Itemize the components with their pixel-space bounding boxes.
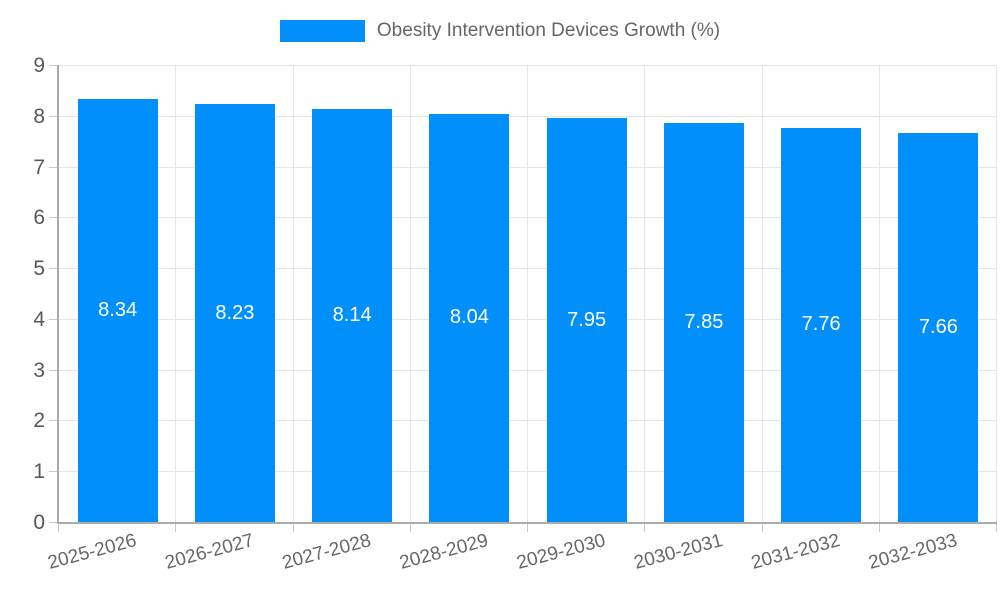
gridline-vertical — [175, 65, 177, 522]
y-axis-tick-label: 9 — [33, 54, 45, 77]
gridline-horizontal — [59, 471, 997, 473]
gridline-vertical — [878, 65, 880, 522]
y-axis-tick-label: 1 — [33, 460, 45, 484]
bar-2030-2031[interactable]: 7.85 — [663, 123, 744, 522]
gridline-vertical — [996, 65, 997, 522]
y-axis-tick — [49, 115, 57, 117]
bar-value-label: 8.04 — [449, 306, 489, 329]
bar-value-label: 7.66 — [918, 316, 958, 339]
bar-value-label: 7.95 — [567, 308, 607, 331]
y-axis-tick — [49, 522, 57, 523]
gridline-horizontal — [59, 268, 997, 270]
y-axis-tick — [49, 166, 57, 168]
bar-value-label: 8.23 — [215, 301, 255, 324]
x-axis-tick — [644, 524, 646, 532]
gridline-vertical — [527, 65, 528, 522]
y-axis-tick — [49, 268, 57, 270]
x-axis-tick — [761, 524, 763, 532]
plot-area: 8.34 8.23 8.14 8.04 7.95 7.85 7.76 7.66 — [49, 65, 997, 532]
y-axis-tick — [49, 420, 57, 422]
y-axis-tick-label: 3 — [33, 358, 45, 382]
y-axis-tick — [49, 369, 57, 371]
x-axis-tick — [175, 524, 177, 532]
bar-value-label: 8.14 — [332, 303, 372, 326]
gridline-vertical — [644, 65, 646, 522]
gridline-horizontal — [59, 65, 997, 66]
y-axis-tick — [49, 318, 57, 320]
bar-2028-2029[interactable]: 8.04 — [429, 113, 510, 522]
x-axis-tick — [409, 524, 411, 532]
y-axis-tick — [49, 471, 57, 473]
x-axis-tick — [996, 524, 997, 532]
bar-2031-2032[interactable]: 7.76 — [781, 127, 862, 522]
x-axis-tick — [878, 524, 880, 532]
bar-value-label: 7.85 — [684, 311, 724, 334]
legend[interactable]: Obesity Intervention Devices Growth (%) — [0, 20, 1000, 42]
gridline-horizontal — [59, 115, 997, 117]
bar-value-label: 7.76 — [801, 313, 841, 336]
bar-2026-2027[interactable]: 8.23 — [194, 104, 275, 522]
x-axis-tick — [292, 524, 294, 532]
y-axis-tick-label: 0 — [33, 511, 45, 534]
gridline-vertical — [292, 65, 294, 522]
gridline-vertical — [761, 65, 763, 522]
y-axis-tick-label: 8 — [33, 104, 45, 128]
bar-2025-2026[interactable]: 8.34 — [77, 98, 158, 522]
bar-2027-2028[interactable]: 8.14 — [312, 108, 393, 522]
bar-2029-2030[interactable]: 7.95 — [546, 118, 627, 522]
y-axis-tick — [49, 217, 57, 219]
x-axis-tick — [58, 524, 59, 532]
gridline-horizontal — [59, 318, 997, 320]
y-axis-tick-label: 5 — [33, 257, 45, 281]
legend-swatch — [279, 20, 365, 42]
y-axis-tick-label: 7 — [33, 155, 45, 179]
bar-2032-2033[interactable]: 7.66 — [898, 133, 979, 522]
gridline-horizontal — [59, 217, 997, 219]
gridline-horizontal — [59, 420, 997, 422]
y-axis-tick-label: 6 — [33, 206, 45, 230]
bar-value-label: 8.34 — [98, 298, 138, 321]
x-axis-tick — [527, 524, 528, 532]
gridline-vertical — [409, 65, 411, 522]
y-axis-tick-label: 2 — [33, 409, 45, 433]
gridline-horizontal — [59, 166, 997, 168]
y-axis-tick-label: 4 — [33, 307, 45, 331]
legend-label: Obesity Intervention Devices Growth (%) — [376, 20, 721, 41]
y-axis-tick — [49, 65, 57, 66]
gridline-horizontal — [59, 369, 997, 371]
